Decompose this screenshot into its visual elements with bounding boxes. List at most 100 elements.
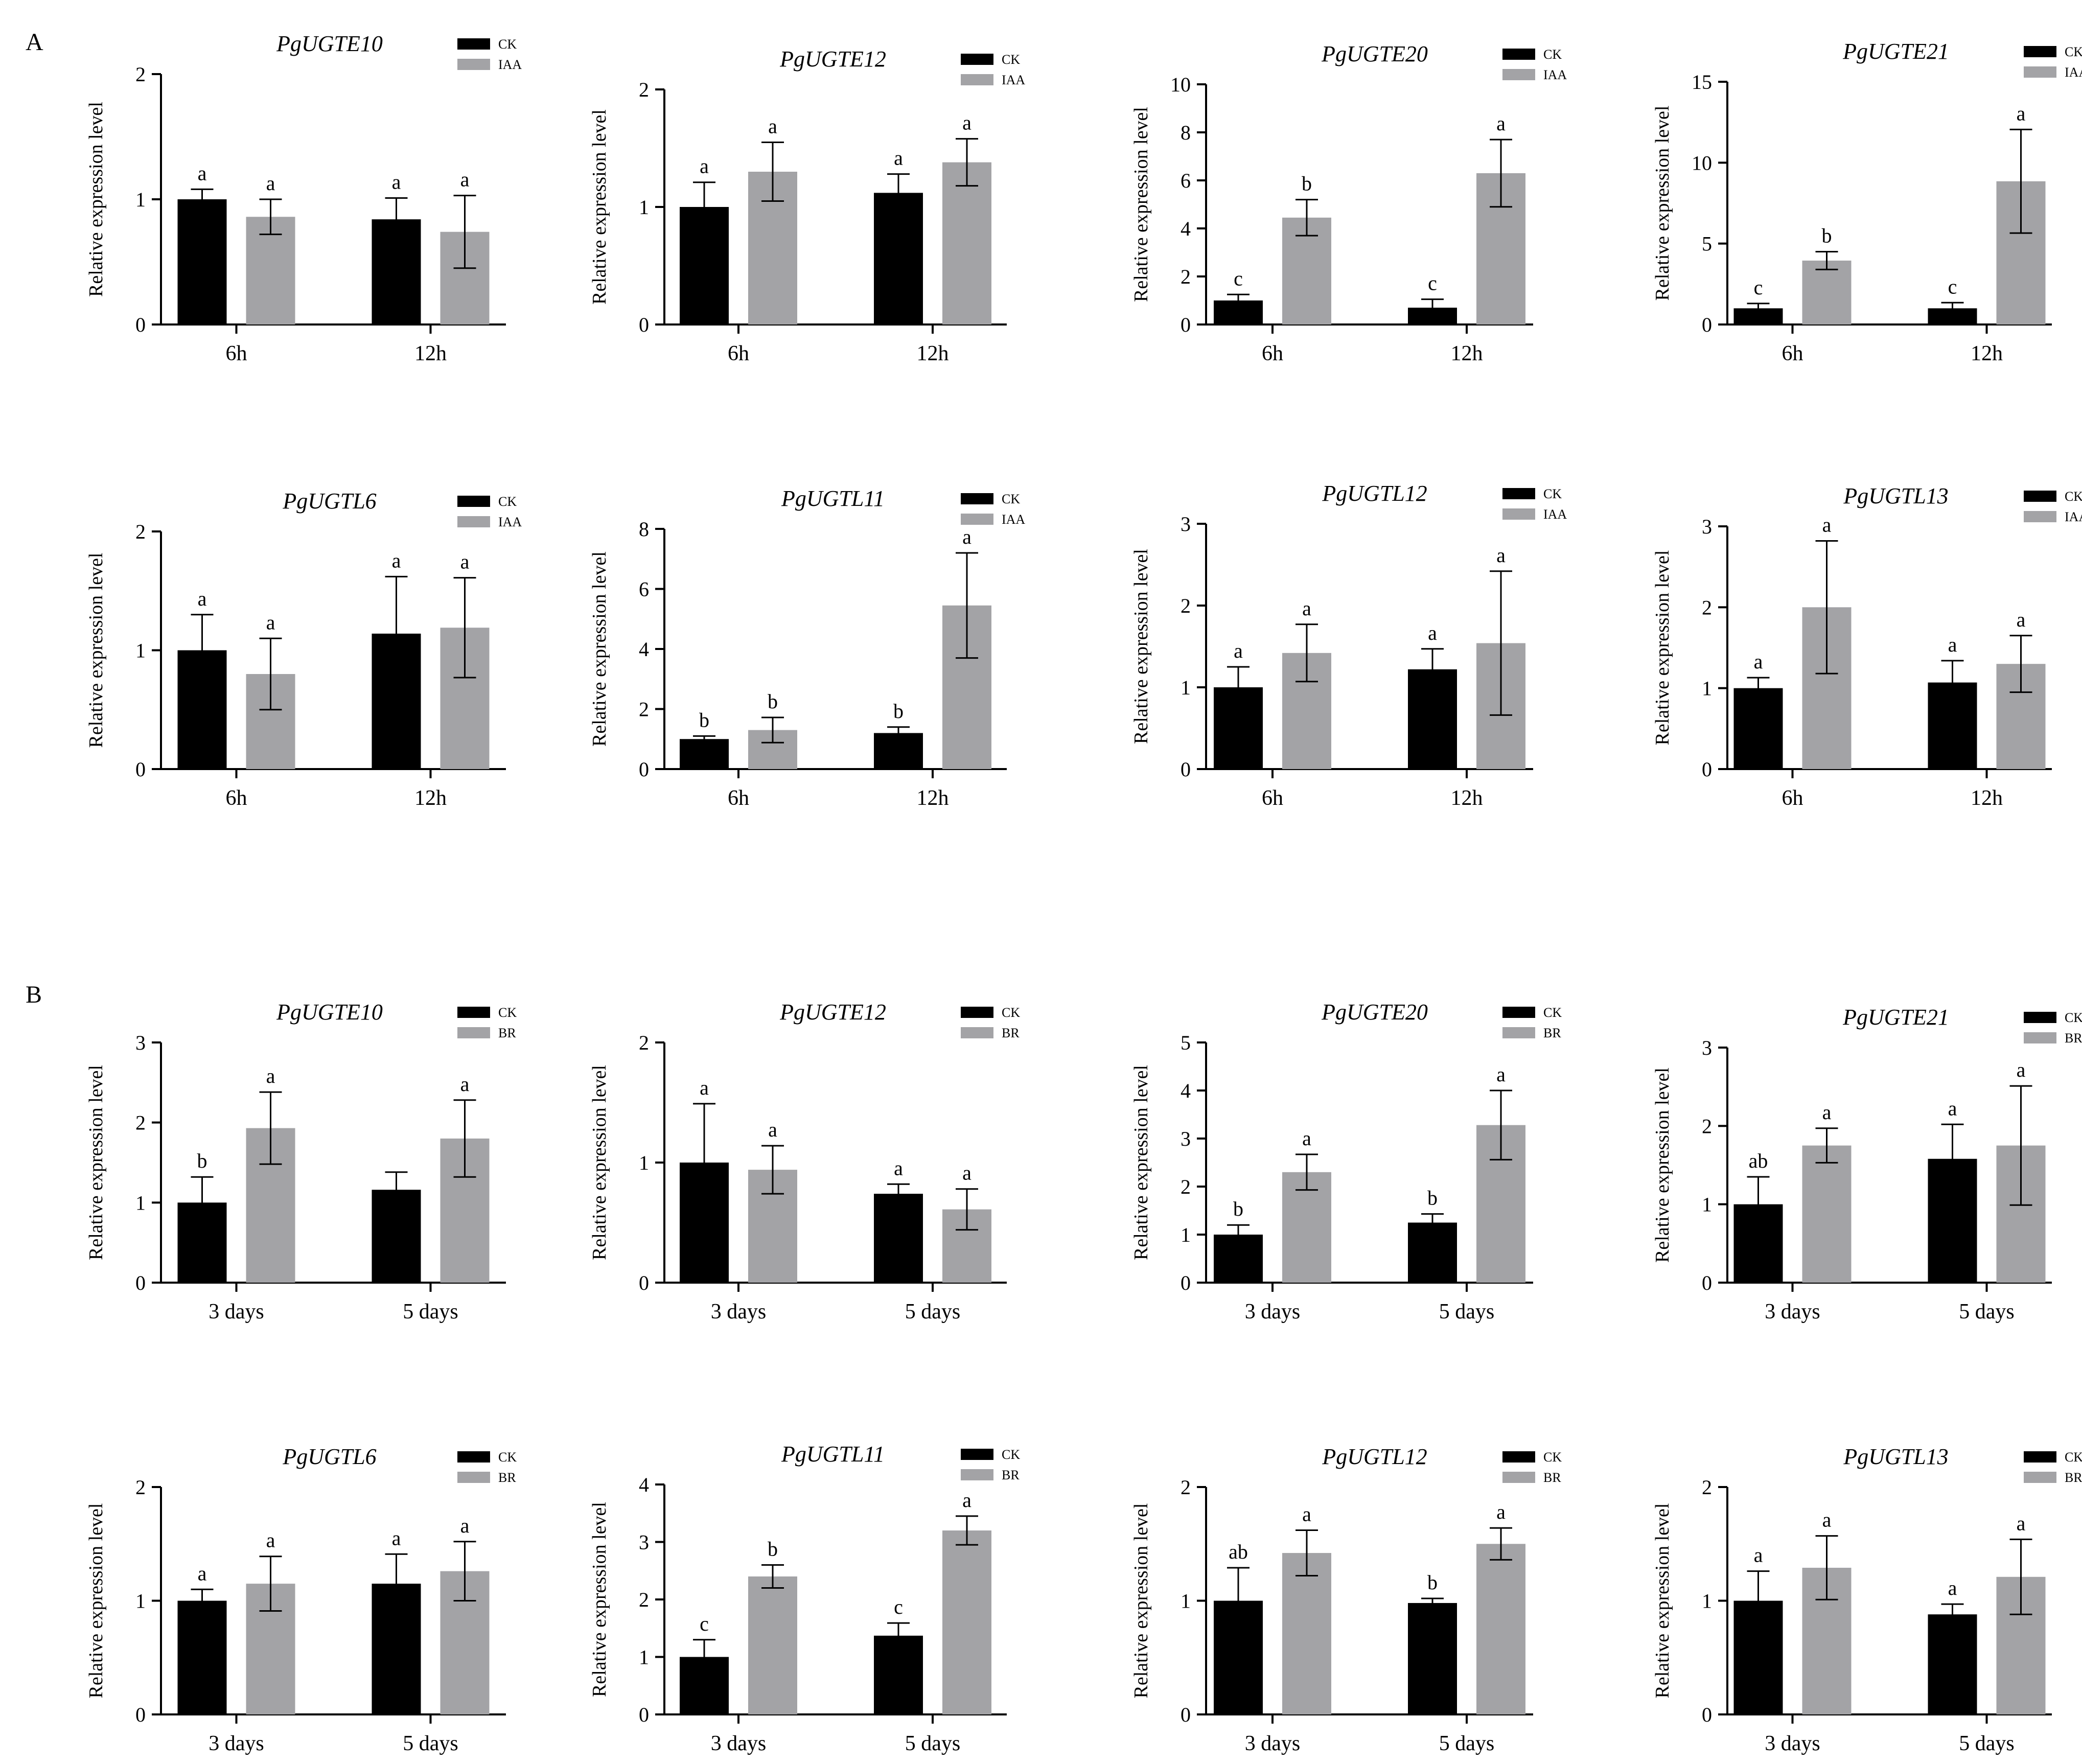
- chart-title: PgUGTE10: [276, 1000, 383, 1025]
- x-category-label: 5 days: [403, 1300, 458, 1324]
- y-tick-label: 2: [1702, 1115, 1712, 1138]
- legend-label-iaa: IAA: [1002, 512, 1025, 527]
- y-tick-label: 1: [639, 196, 649, 219]
- significance-label: a: [962, 1162, 971, 1185]
- significance-label: b: [768, 1538, 778, 1561]
- legend-swatch-br: [2024, 1032, 2056, 1043]
- y-tick-label: 3: [1181, 513, 1191, 536]
- chart-a-pgugte10: PgUGTE10 CK IAA 0 1 2 Relative expression leve…: [85, 31, 522, 365]
- y-tick-label: 2: [1702, 1476, 1712, 1499]
- y-tick-label: 8: [639, 518, 649, 541]
- significance-label: a: [2017, 608, 2026, 631]
- legend-swatch-ck: [2024, 491, 2056, 502]
- significance-label: b: [699, 708, 709, 731]
- legend-label-iaa: IAA: [1002, 73, 1025, 87]
- y-tick-label: 0: [639, 758, 649, 781]
- chart-title: PgUGTL13: [1843, 483, 1948, 508]
- y-tick-label: 0: [1181, 1703, 1191, 1726]
- x-category-label: 12h: [917, 786, 949, 810]
- legend-swatch-ck: [1502, 49, 1535, 60]
- y-axis-title: Relative expression level: [1130, 107, 1152, 302]
- y-axis-title: Relative expression level: [1652, 550, 1673, 746]
- y-axis-title: Relative expression level: [1130, 1503, 1152, 1699]
- y-tick-label: 2: [135, 1111, 146, 1134]
- x-category-label: 6h: [1782, 786, 1803, 810]
- chart-title: PgUGTE21: [1842, 1005, 1949, 1030]
- legend-swatch-br: [1502, 1027, 1535, 1038]
- y-tick-label: 0: [135, 313, 146, 336]
- significance-label: b: [1302, 172, 1312, 195]
- y-tick-label: 2: [639, 78, 649, 101]
- chart-title: PgUGTE20: [1321, 41, 1428, 66]
- significance-label: a: [266, 1064, 275, 1087]
- y-axis-title: Relative expression level: [1652, 106, 1673, 301]
- y-tick-label: 1: [1702, 1590, 1712, 1613]
- significance-label: a: [460, 1514, 470, 1537]
- significance-label: a: [1302, 597, 1311, 620]
- significance-label: a: [392, 549, 401, 572]
- x-category-label: 3 days: [1765, 1732, 1820, 1755]
- legend-swatch-iaa: [457, 516, 490, 527]
- y-axis-title: Relative expression level: [85, 1065, 107, 1260]
- bar-br: [1802, 1145, 1852, 1283]
- chart-b-pgugte12: PgUGTE12 CK BR 0 1 2 Relative expression level…: [589, 1000, 1020, 1324]
- legend-label-ck: CK: [2065, 489, 2082, 504]
- legend-label-iaa: IAA: [2065, 509, 2082, 524]
- significance-label: b: [893, 700, 904, 723]
- legend-swatch-ck: [1502, 488, 1535, 499]
- legend-swatch-ck: [457, 496, 490, 507]
- bar-ck: [177, 199, 227, 324]
- significance-label: a: [2017, 1512, 2026, 1535]
- y-tick-label: 3: [639, 1531, 649, 1554]
- x-category-label: 6h: [1262, 342, 1283, 365]
- bar-br: [1476, 1544, 1525, 1714]
- x-category-label: 5 days: [1959, 1732, 2015, 1755]
- significance-label: a: [962, 525, 971, 548]
- legend-label-ck: CK: [498, 494, 517, 509]
- significance-label: a: [1496, 1500, 1506, 1523]
- legend-swatch-iaa: [1502, 508, 1535, 520]
- significance-label: a: [198, 587, 207, 610]
- chart-a-pgugte12: PgUGTE12 CK IAA 0 1 2 Relative expression leve…: [589, 47, 1025, 365]
- legend-swatch-iaa: [1502, 69, 1535, 80]
- legend-swatch-ck: [961, 1007, 993, 1018]
- chart-b-pgugtl13: PgUGTL13 CK BR 0 1 2 Relative expression level…: [1652, 1444, 2082, 1755]
- significance-label: a: [1302, 1503, 1311, 1526]
- y-tick-label: 0: [639, 1703, 649, 1726]
- significance-label: a: [1948, 1576, 1957, 1599]
- significance-label: b: [1427, 1571, 1438, 1594]
- significance-label: ab: [1749, 1149, 1768, 1172]
- significance-label: a: [1302, 1127, 1311, 1150]
- legend-label-ck: CK: [2065, 44, 2082, 59]
- legend-label-br: BR: [1543, 1470, 1561, 1485]
- y-tick-label: 0: [135, 1703, 146, 1726]
- chart-title: PgUGTE21: [1842, 39, 1949, 64]
- panel-label-b: B: [26, 981, 42, 1008]
- x-category-label: 6h: [226, 342, 247, 365]
- x-category-label: 6h: [1262, 786, 1283, 810]
- y-axis-title: Relative expression level: [1652, 1067, 1673, 1263]
- legend-swatch-iaa: [2024, 511, 2056, 522]
- x-category-label: 3 days: [1765, 1300, 1820, 1324]
- significance-label: a: [198, 161, 207, 184]
- significance-label: a: [894, 147, 903, 170]
- y-tick-label: 5: [1702, 233, 1712, 256]
- significance-label: c: [1428, 272, 1437, 295]
- legend-swatch-ck: [961, 1449, 993, 1460]
- legend-swatch-ck: [1502, 1451, 1535, 1463]
- y-tick-label: 0: [1702, 1271, 1712, 1294]
- y-tick-label: 3: [1181, 1127, 1191, 1150]
- bar-ck: [1928, 1614, 1977, 1714]
- charts-layer: PgUGTE10 CK IAA 0 1 2 Relative expression leve…: [85, 31, 2082, 1755]
- y-tick-label: 1: [135, 1590, 146, 1613]
- x-category-label: 12h: [1451, 342, 1483, 365]
- legend-label-ck: CK: [1543, 1450, 1562, 1465]
- legend-label-ck: CK: [1543, 1005, 1562, 1020]
- significance-label: c: [1948, 275, 1957, 298]
- significance-label: c: [1754, 276, 1763, 299]
- x-category-label: 12h: [1971, 342, 2003, 365]
- x-category-label: 3 days: [209, 1732, 264, 1755]
- y-tick-label: 4: [639, 638, 649, 661]
- x-category-label: 12h: [917, 342, 949, 365]
